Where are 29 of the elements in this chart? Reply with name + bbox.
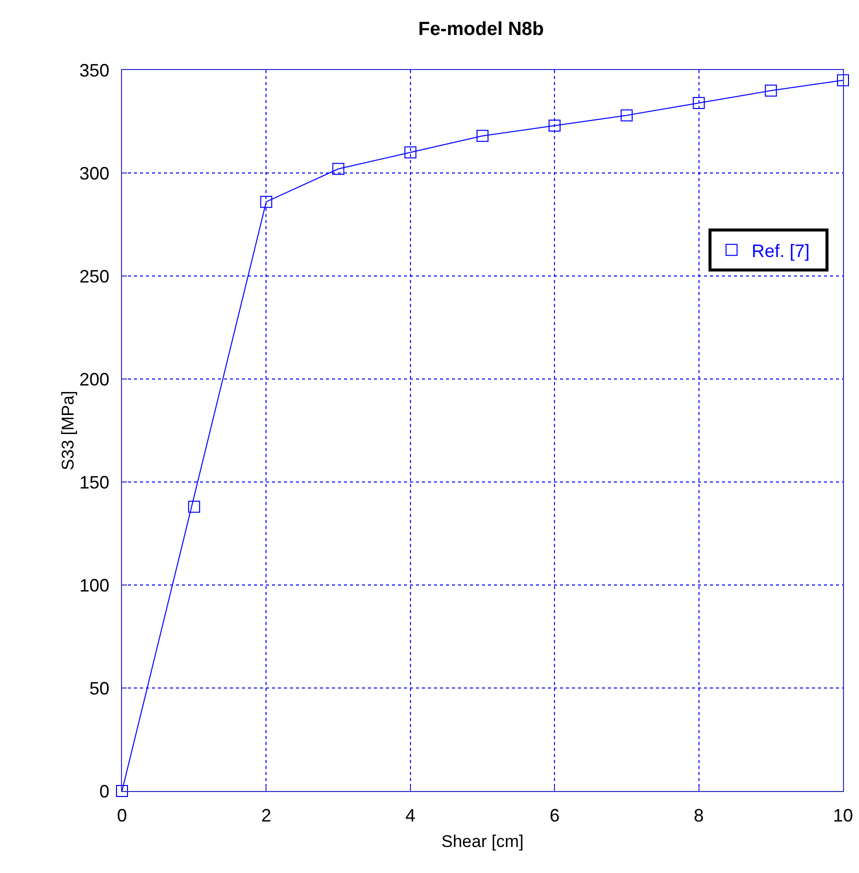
chart-title: Fe-model N8b xyxy=(418,19,544,40)
y-tick-label: 300 xyxy=(79,163,110,184)
point xyxy=(476,130,488,142)
y-tick-label: 250 xyxy=(79,266,110,286)
point xyxy=(404,146,416,158)
x-axis-title: Shear [cm] xyxy=(441,832,524,851)
point xyxy=(837,74,849,86)
y-tick-label: 200 xyxy=(79,369,110,390)
point xyxy=(260,196,272,208)
point xyxy=(548,120,561,132)
x-tick-label: 0 xyxy=(116,806,128,826)
x-tick-label: 2 xyxy=(261,806,272,826)
y-tick-label: 350 xyxy=(79,60,110,80)
point xyxy=(116,785,128,797)
y-tick-label: 150 xyxy=(79,472,110,492)
point xyxy=(764,84,777,97)
y-axis-title: S33 [MPa] xyxy=(58,390,78,470)
y-tick-label: 100 xyxy=(79,575,110,596)
y-tick-label: 50 xyxy=(89,678,110,698)
x-tick-label: 10 xyxy=(832,806,854,826)
x-tick-label: 4 xyxy=(405,806,416,826)
point xyxy=(188,500,200,513)
y-tick-label: 0 xyxy=(99,781,110,802)
point xyxy=(692,96,705,109)
x-tick-label: 8 xyxy=(694,806,704,826)
x-tick-label: 6 xyxy=(550,806,560,826)
point xyxy=(620,109,633,122)
legend-label: Ref. [7] xyxy=(752,240,820,261)
point xyxy=(332,162,344,175)
